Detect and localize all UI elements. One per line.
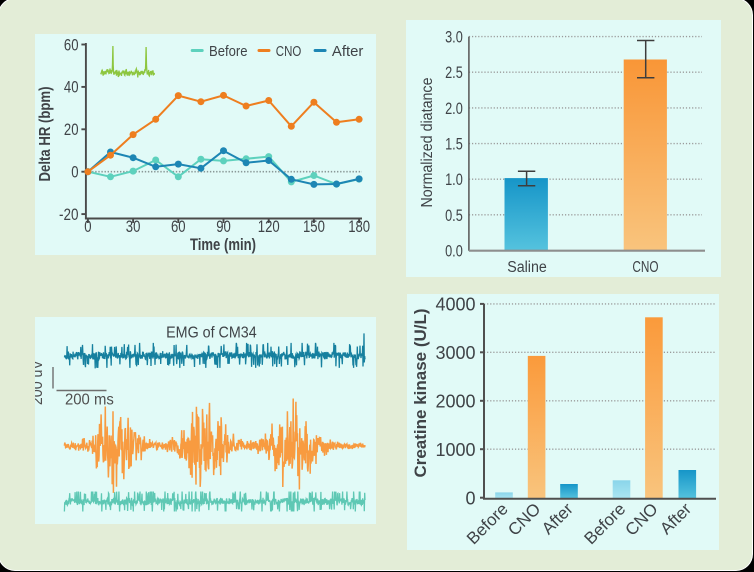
svg-text:Time (min): Time (min) — [190, 235, 256, 254]
svg-text:120: 120 — [258, 218, 280, 236]
svg-text:CNO: CNO — [504, 499, 544, 539]
svg-text:EMG of CM34: EMG of CM34 — [166, 325, 257, 342]
svg-text:After: After — [656, 499, 695, 538]
svg-text:Normalized diatance: Normalized diatance — [419, 78, 436, 208]
svg-text:180: 180 — [348, 218, 370, 236]
svg-text:150: 150 — [303, 218, 325, 236]
svg-text:0: 0 — [84, 218, 91, 236]
svg-text:Before: Before — [580, 499, 629, 548]
svg-text:0.0: 0.0 — [445, 242, 463, 260]
svg-text:-20: -20 — [59, 206, 79, 224]
svg-text:3.0: 3.0 — [445, 29, 463, 47]
svg-text:60: 60 — [64, 36, 79, 54]
svg-text:1.5: 1.5 — [445, 136, 463, 154]
svg-text:After: After — [332, 43, 364, 60]
svg-text:90: 90 — [216, 218, 231, 236]
svg-text:Creatine kinase (U/L): Creatine kinase (U/L) — [411, 308, 430, 477]
svg-text:CNO: CNO — [276, 43, 302, 60]
svg-text:2000: 2000 — [435, 391, 475, 411]
svg-text:2.0: 2.0 — [445, 100, 463, 118]
svg-text:2.5: 2.5 — [445, 64, 463, 82]
svg-text:CNO: CNO — [632, 259, 658, 276]
svg-text:3000: 3000 — [435, 343, 475, 363]
svg-text:After: After — [538, 499, 577, 538]
svg-text:0: 0 — [71, 164, 78, 182]
svg-text:30: 30 — [126, 218, 141, 236]
svg-text:0: 0 — [465, 488, 475, 508]
svg-text:Delta HR (bpm): Delta HR (bpm) — [37, 87, 54, 182]
svg-text:1.0: 1.0 — [445, 171, 463, 189]
svg-text:1000: 1000 — [435, 440, 475, 460]
svg-text:Before: Before — [209, 43, 248, 60]
svg-text:4000: 4000 — [435, 295, 475, 315]
svg-text:0.5: 0.5 — [445, 207, 463, 225]
svg-text:Saline: Saline — [507, 259, 547, 276]
svg-text:20: 20 — [64, 121, 79, 139]
svg-text:200 uV: 200 uV — [35, 360, 46, 406]
svg-text:CNO: CNO — [622, 499, 662, 539]
svg-text:60: 60 — [171, 218, 186, 236]
svg-text:200 ms: 200 ms — [65, 392, 114, 409]
svg-text:40: 40 — [64, 79, 79, 97]
